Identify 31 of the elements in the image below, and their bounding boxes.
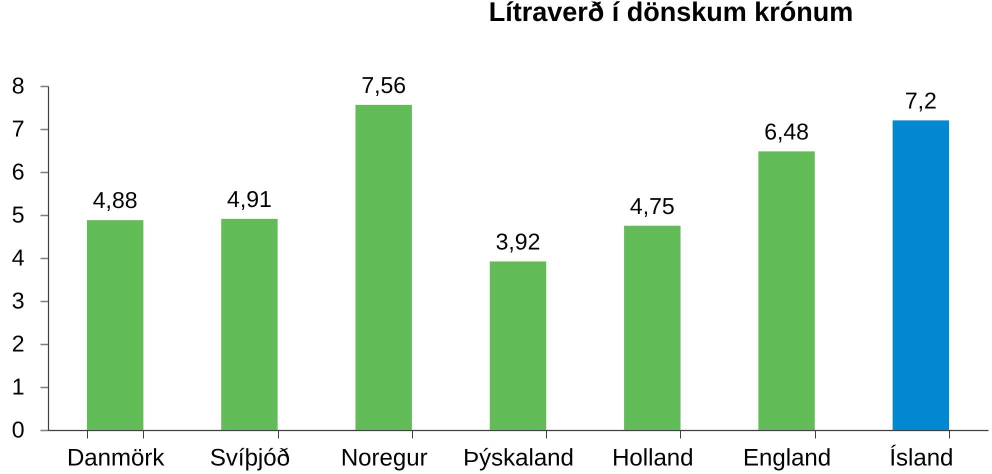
y-tick-label: 5 [12,202,24,228]
data-label: 4,91 [227,186,272,212]
y-tick-label: 6 [12,158,24,184]
x-tick-label: Holland [612,444,694,472]
x-tick-label: Danmörk [66,444,166,472]
bar [624,226,680,430]
y-tick-label: 2 [12,330,24,356]
bar [758,151,815,430]
y-tick-label: 7 [12,116,24,142]
chart-title: Lítraverð í dönskum krónum [488,0,854,27]
bar [892,120,950,430]
data-label: 6,48 [764,118,809,144]
data-label: 3,92 [496,228,540,254]
y-tick-label: 0 [12,416,24,442]
bar [221,218,278,430]
y-tick-label: 4 [12,244,25,270]
y-tick-label: 8 [12,72,24,98]
bar [356,104,412,430]
data-label: 7,56 [361,72,406,98]
bar [86,220,144,430]
x-tick-label: Svíþjóð [210,444,290,472]
bar [490,261,546,430]
x-tick-label: Noregur [340,444,428,472]
y-tick-label: 1 [12,374,24,400]
data-label: 4,88 [92,187,138,214]
x-tick-label: England [743,444,832,472]
data-label: 4,75 [630,192,675,219]
y-tick-label: 3 [12,288,24,314]
x-tick-label: Þýskaland [463,444,574,472]
x-tick-label: Ísland [889,444,954,472]
data-label: 7,2 [904,87,937,114]
